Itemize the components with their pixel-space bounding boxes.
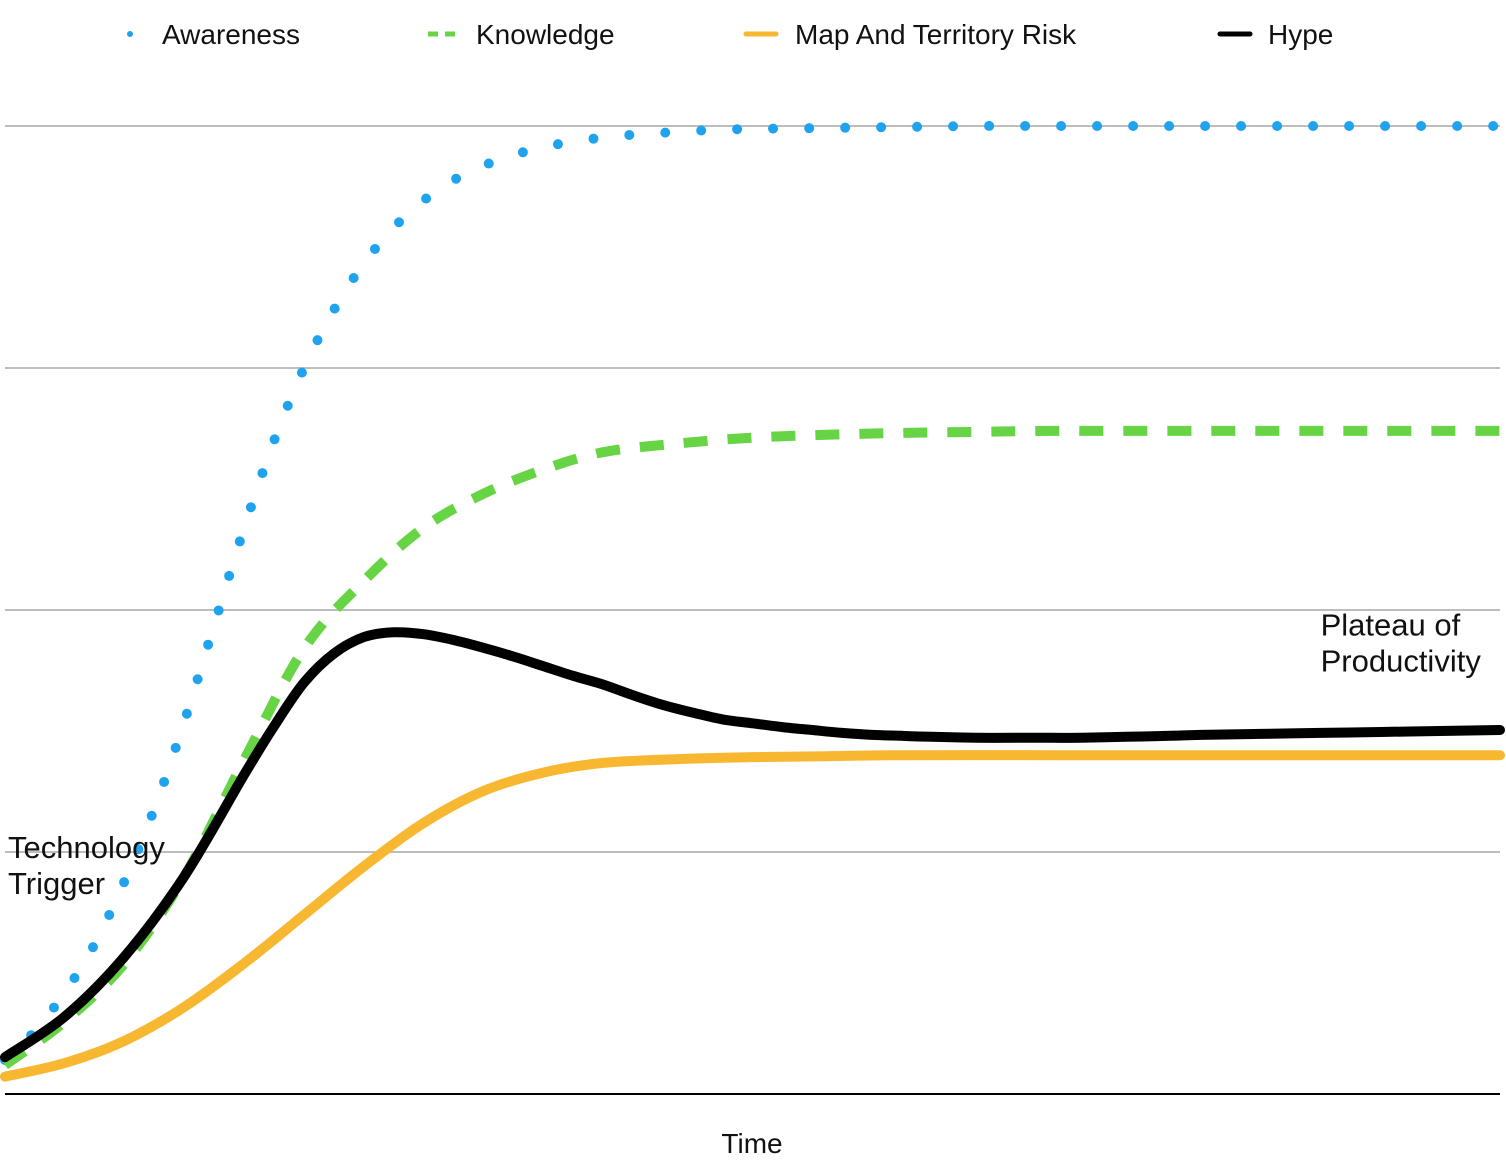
series-layer xyxy=(0,120,1505,1082)
legend: Awareness Knowledge Map And Territory Risk… xyxy=(127,19,1333,50)
x-axis-label: Time xyxy=(721,1128,782,1159)
gridlines xyxy=(5,125,1500,853)
annotation-plateau-of-productivity-line-1: Plateau of xyxy=(1321,608,1461,643)
series-line-map-and-territory-risk xyxy=(0,750,1505,1082)
legend-label-map-and-territory-risk: Map And Territory Risk xyxy=(795,19,1077,50)
legend-label-hype: Hype xyxy=(1268,19,1333,50)
legend-label-awareness: Awareness xyxy=(162,19,300,50)
annotation-technology-trigger-line-1: Technology xyxy=(8,830,165,865)
legend-swatch-awareness xyxy=(127,31,133,37)
annotation-technology-trigger-line-2: Trigger xyxy=(8,866,105,901)
series-line-awareness xyxy=(0,120,1505,1066)
legend-label-knowledge: Knowledge xyxy=(476,19,615,50)
series-line-hype xyxy=(0,627,1505,1063)
annotation-plateau-of-productivity-line-2: Productivity xyxy=(1321,644,1482,679)
